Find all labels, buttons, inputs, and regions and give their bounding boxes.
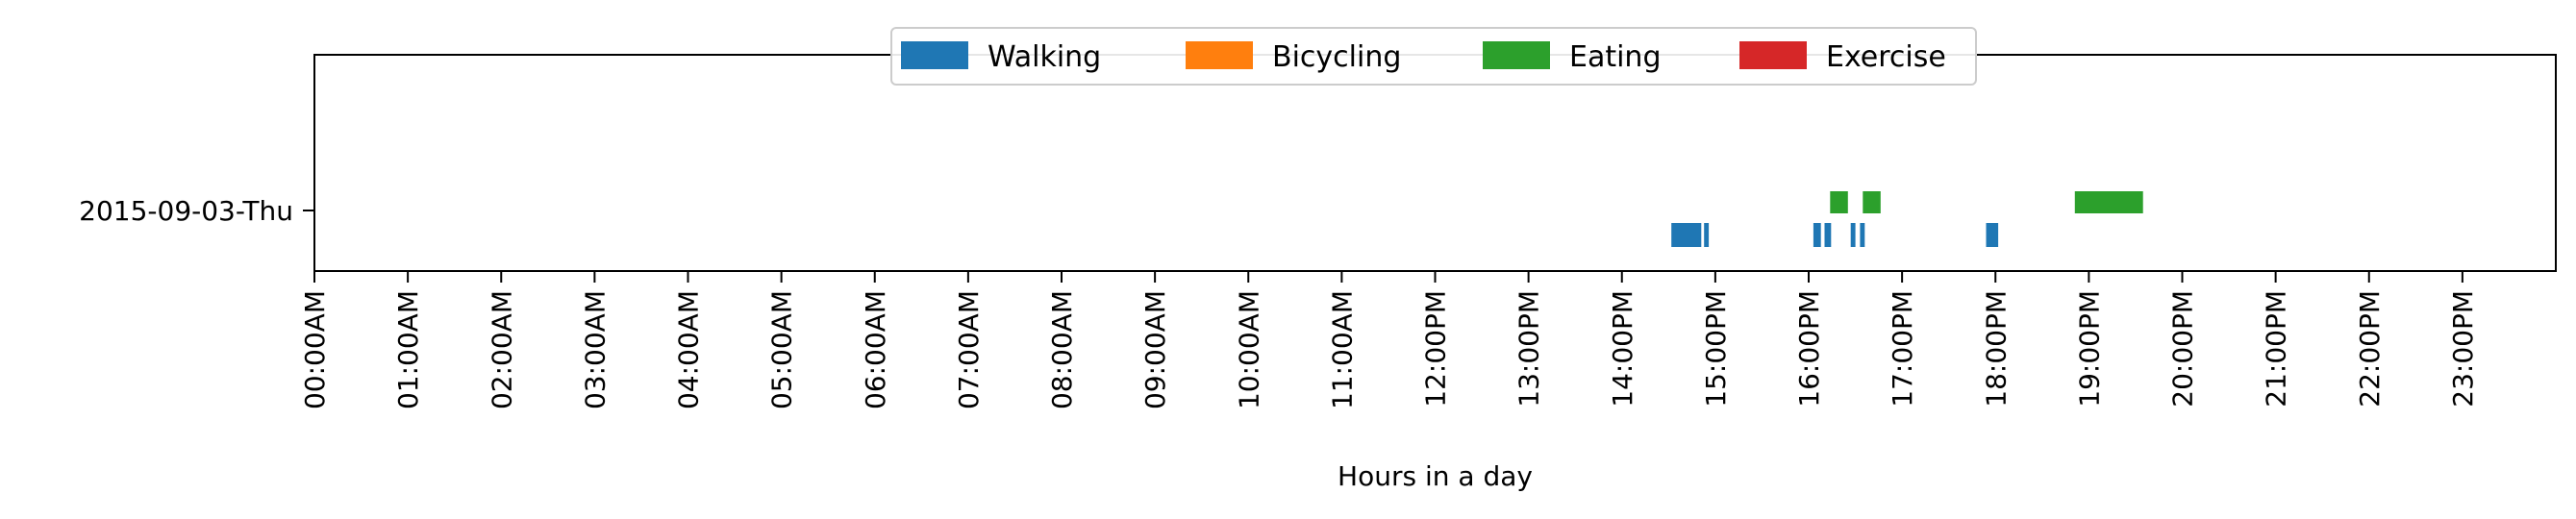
plot-frame (313, 54, 2557, 272)
legend-box (890, 27, 1977, 86)
x-tick-label: 07:00AM (953, 290, 985, 409)
legend-swatch (901, 41, 968, 69)
x-tick-label: 22:00PM (2354, 290, 2386, 408)
x-axis-title: Hours in a day (1338, 460, 1533, 492)
legend-label: Bicycling (1272, 40, 1401, 74)
walking-bar (1704, 223, 1710, 247)
walking-bar (1813, 223, 1821, 247)
eating-bar (1830, 191, 1848, 213)
x-axis: 00:00AM 01:00AM 02:00AM 03:00AM 04:00AM 05:00… (299, 271, 2479, 409)
x-tick-label: 16:00PM (1793, 290, 1825, 408)
x-tick-label: 20:00PM (2167, 290, 2199, 408)
x-tick-label: 00:00AM (299, 290, 331, 409)
eating-bar (1863, 191, 1881, 213)
x-tick-label: 17:00PM (1887, 290, 1918, 408)
legend-swatch (1739, 41, 1807, 69)
x-tick-label: 08:00AM (1046, 290, 1078, 409)
walking-bar (1824, 223, 1832, 247)
x-tick-label: 21:00PM (2261, 290, 2292, 408)
legend-label: Exercise (1826, 40, 1946, 74)
x-tick-label: 09:00AM (1139, 290, 1171, 409)
walking-bar (1986, 223, 1999, 247)
x-tick-label: 15:00PM (1700, 290, 1732, 408)
legend: Walking Bicycling Eating Exercise (890, 27, 1977, 86)
eating-bar (2074, 191, 2143, 213)
plot-area (313, 54, 2557, 272)
walking-bar (1860, 223, 1865, 247)
legend-label: Walking (988, 40, 1101, 74)
x-tick-label: 12:00PM (1420, 290, 1452, 408)
legend-swatch (1483, 41, 1550, 69)
legend-label: Eating (1569, 40, 1662, 74)
x-tick-label: 01:00AM (392, 290, 424, 409)
y-axis: 2015-09-03-Thu (79, 195, 314, 227)
x-tick-label: 10:00AM (1233, 290, 1264, 409)
walking-bar (1671, 223, 1702, 247)
x-tick-label: 05:00AM (766, 290, 798, 409)
x-tick-label: 11:00AM (1326, 290, 1358, 409)
x-tick-label: 19:00PM (2073, 290, 2105, 408)
x-tick-label: 18:00PM (1980, 290, 2012, 408)
walking-bar (1850, 223, 1856, 247)
x-tick-label: 14:00PM (1607, 290, 1638, 408)
y-tick-label: 2015-09-03-Thu (79, 195, 293, 227)
x-tick-label: 04:00AM (673, 290, 705, 409)
x-tick-label: 23:00PM (2447, 290, 2479, 408)
x-tick-label: 06:00AM (860, 290, 891, 409)
x-tick-label: 02:00AM (486, 290, 517, 409)
x-tick-label: 13:00PM (1513, 290, 1545, 408)
x-tick-label: 03:00AM (579, 290, 611, 409)
legend-swatch (1186, 41, 1253, 69)
